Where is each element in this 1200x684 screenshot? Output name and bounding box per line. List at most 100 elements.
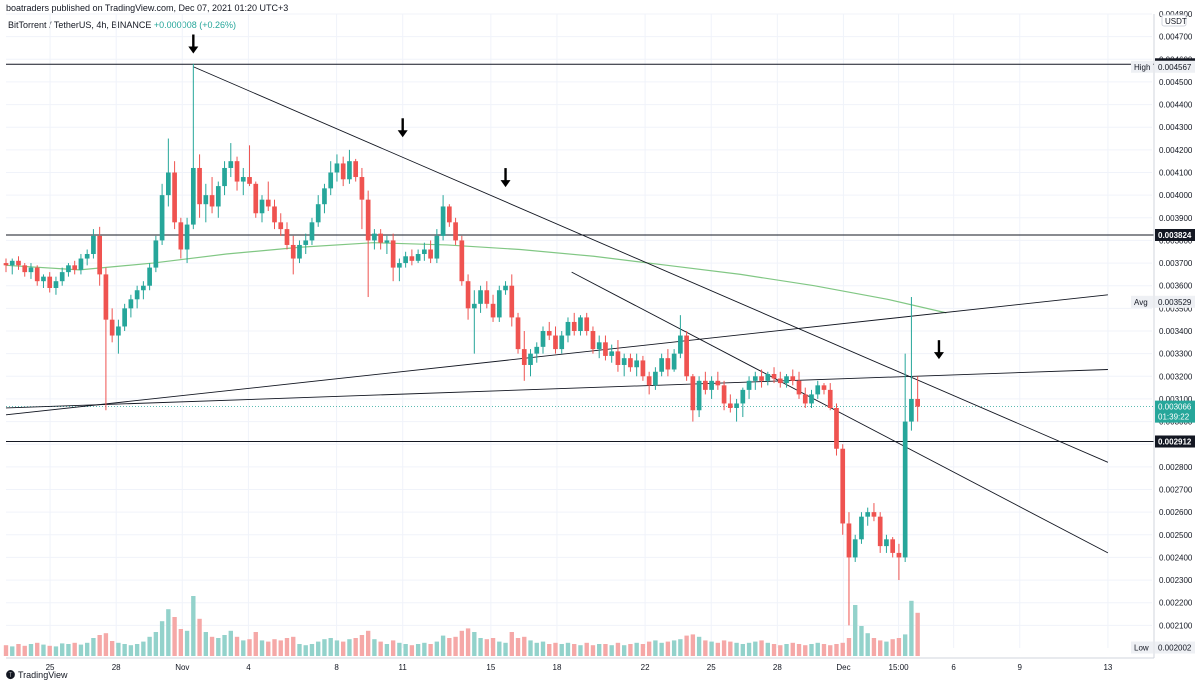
volume-bar bbox=[553, 642, 558, 656]
volume-bar bbox=[35, 642, 40, 656]
volume-bar bbox=[184, 630, 190, 656]
candle-body bbox=[684, 335, 689, 377]
currency-label: USDT bbox=[1165, 17, 1187, 26]
volume-bar bbox=[341, 641, 346, 656]
x-tick-label: 28 bbox=[773, 663, 782, 672]
volume-bar bbox=[415, 644, 421, 656]
volume-bar bbox=[809, 644, 814, 656]
countdown-label: 01:39:22 bbox=[1158, 413, 1190, 422]
volume-bar bbox=[490, 638, 496, 656]
candle-body bbox=[434, 235, 440, 259]
volume-bar bbox=[690, 634, 696, 656]
x-tick-label: 4 bbox=[246, 663, 251, 672]
x-tick-label: 22 bbox=[641, 663, 650, 672]
volume-bar bbox=[909, 600, 914, 656]
change-text: +0.000008 (+0.26%) bbox=[153, 20, 236, 30]
volume-bar bbox=[815, 642, 820, 656]
volume-bar bbox=[497, 641, 502, 656]
volume-bar bbox=[10, 646, 15, 656]
candle-body bbox=[334, 163, 340, 173]
volume-bar bbox=[297, 644, 302, 656]
candle-body bbox=[746, 380, 752, 390]
volume-bar bbox=[278, 640, 283, 656]
candle-body bbox=[22, 265, 28, 273]
candle-body bbox=[203, 195, 209, 205]
trendline bbox=[193, 66, 1109, 463]
volume-bar bbox=[322, 639, 327, 656]
tradingview-footer[interactable]: 🅣 TradingView bbox=[6, 668, 68, 681]
candle-body bbox=[721, 385, 727, 404]
candle-body bbox=[877, 516, 883, 547]
candle-body bbox=[347, 161, 352, 180]
moving-average-line bbox=[5, 242, 947, 314]
candle-body bbox=[409, 256, 415, 261]
volume-bar bbox=[66, 644, 71, 656]
candle-body bbox=[378, 233, 383, 243]
candle-body bbox=[609, 351, 615, 356]
volume-bar bbox=[734, 642, 739, 656]
candle-body bbox=[78, 258, 84, 270]
volume-bar bbox=[878, 640, 883, 656]
volume-bar bbox=[696, 636, 702, 656]
candle-body bbox=[871, 512, 877, 517]
volume-bar bbox=[178, 629, 184, 656]
volume-bar bbox=[896, 638, 902, 656]
volume-bar bbox=[465, 628, 471, 656]
candle-body bbox=[690, 376, 696, 411]
candle-body bbox=[653, 371, 658, 386]
candle-body bbox=[777, 378, 783, 384]
candle-body bbox=[734, 403, 739, 408]
volume-bar bbox=[447, 638, 452, 656]
candle-body bbox=[209, 195, 215, 207]
volume-bar bbox=[828, 645, 833, 656]
candle-body bbox=[715, 380, 721, 386]
candle-body bbox=[902, 421, 908, 558]
y-tick-label: 0.003100 bbox=[1159, 395, 1193, 404]
volume-bar bbox=[109, 641, 115, 656]
volume-bar bbox=[565, 642, 571, 656]
tradingview-brand: TradingView bbox=[18, 669, 68, 680]
candle-body bbox=[659, 358, 664, 372]
candle-body bbox=[802, 394, 808, 404]
candle-body bbox=[159, 195, 165, 241]
candle-body bbox=[240, 177, 246, 182]
candle-body bbox=[696, 380, 702, 411]
volume-bar bbox=[603, 644, 608, 656]
candle-body bbox=[621, 358, 627, 365]
candle-body bbox=[84, 254, 90, 259]
marker-price-label: 0.003529 bbox=[1158, 298, 1192, 307]
arrow-marker-head bbox=[933, 352, 944, 360]
volume-bar bbox=[365, 630, 371, 656]
volume-bar bbox=[559, 644, 564, 656]
y-tick-label: 0.003400 bbox=[1159, 327, 1193, 336]
volume-bar bbox=[821, 644, 827, 656]
candle-body bbox=[671, 353, 677, 370]
volume-bar bbox=[247, 639, 252, 656]
volume-bar bbox=[634, 642, 639, 656]
volume-bar bbox=[390, 640, 396, 656]
marker-tag-box bbox=[1131, 60, 1153, 73]
candle-body bbox=[503, 285, 508, 291]
candle-body bbox=[390, 240, 396, 268]
symbol-line: BitTorrent / TetherUS, 4h, BINANCE bbox=[8, 20, 152, 30]
candle-body bbox=[809, 394, 814, 404]
y-tick-label: 0.002800 bbox=[1159, 463, 1193, 472]
candle-body bbox=[827, 389, 833, 408]
volume-bar bbox=[209, 636, 215, 656]
volume-bar bbox=[28, 644, 34, 656]
x-tick-label: 25 bbox=[46, 663, 55, 672]
candle-body bbox=[815, 385, 821, 395]
candle-body bbox=[47, 276, 53, 288]
volume-bar bbox=[915, 612, 920, 656]
candle-body bbox=[141, 285, 146, 291]
volume-bar bbox=[78, 644, 84, 656]
volume-bar bbox=[216, 638, 221, 656]
volume-bar bbox=[784, 644, 789, 656]
candle-body bbox=[752, 376, 758, 381]
marker-tag: Avg bbox=[1134, 298, 1148, 307]
volume-bar bbox=[721, 640, 727, 656]
x-tick-label: 11 bbox=[399, 663, 408, 672]
candle-body bbox=[72, 265, 78, 270]
candle-body bbox=[297, 244, 302, 259]
